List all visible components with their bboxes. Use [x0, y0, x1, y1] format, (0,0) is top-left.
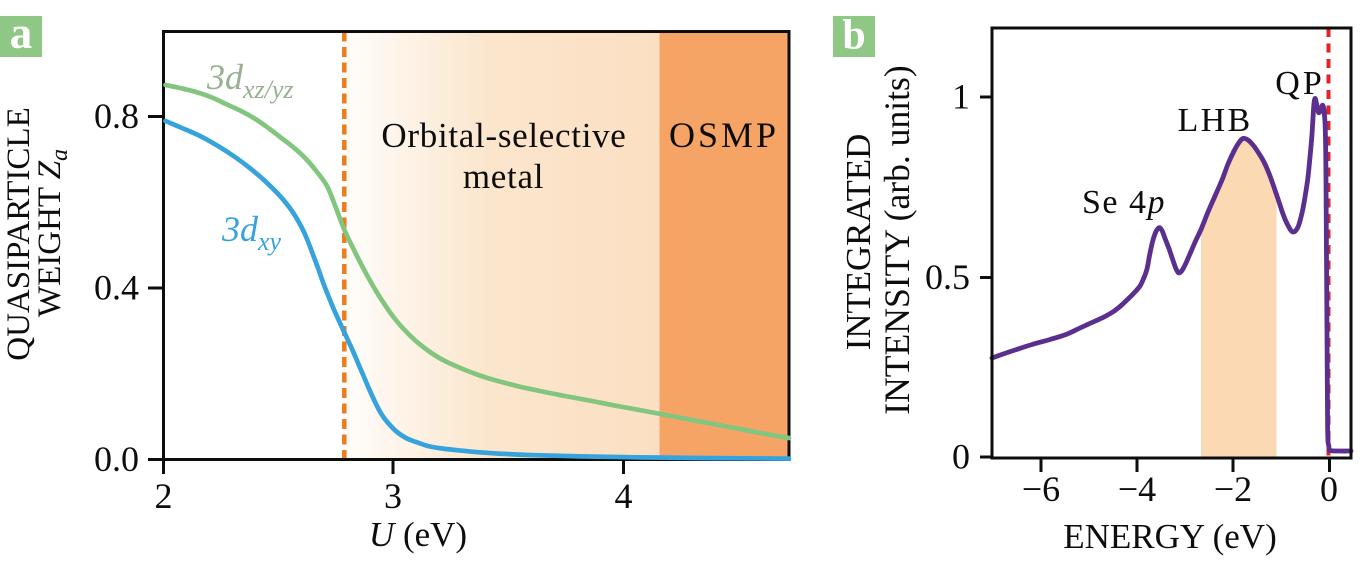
svg-text:−4: −4: [1118, 469, 1156, 509]
svg-text:Orbital-selective: Orbital-selective: [381, 116, 626, 155]
svg-text:INTENSITY (arb. units): INTENSITY (arb. units): [877, 65, 917, 414]
svg-text:−6: −6: [1022, 469, 1060, 509]
svg-text:metal: metal: [463, 157, 544, 196]
svg-text:INTEGRATED: INTEGRATED: [839, 134, 878, 350]
svg-text:0.5: 0.5: [925, 257, 970, 297]
svg-text:QP: QP: [1275, 65, 1324, 102]
svg-text:4: 4: [615, 476, 633, 516]
svg-text:U (eV): U (eV): [369, 515, 467, 554]
svg-text:Se 4p: Se 4p: [1082, 184, 1166, 221]
svg-text:3dxy: 3dxy: [221, 209, 282, 256]
svg-text:OSMP: OSMP: [669, 115, 779, 155]
svg-text:a: a: [10, 8, 33, 58]
svg-text:0: 0: [1320, 469, 1338, 509]
svg-text:LHB: LHB: [1178, 102, 1253, 139]
svg-text:QUASIPARTICLE: QUASIPARTICLE: [1, 107, 37, 361]
svg-text:3: 3: [384, 476, 402, 516]
svg-text:WEIGHT Za: WEIGHT Za: [32, 149, 73, 317]
svg-text:0.0: 0.0: [94, 439, 139, 479]
svg-text:ENERGY (eV): ENERGY (eV): [1063, 517, 1277, 556]
svg-text:0.4: 0.4: [94, 268, 139, 308]
svg-text:0: 0: [952, 437, 970, 477]
svg-text:1: 1: [952, 77, 970, 117]
svg-text:0.8: 0.8: [94, 96, 139, 136]
svg-text:2: 2: [155, 476, 173, 516]
svg-text:b: b: [842, 13, 865, 59]
svg-text:3dxz/yz: 3dxz/yz: [206, 57, 294, 104]
svg-text:−2: −2: [1214, 469, 1252, 509]
